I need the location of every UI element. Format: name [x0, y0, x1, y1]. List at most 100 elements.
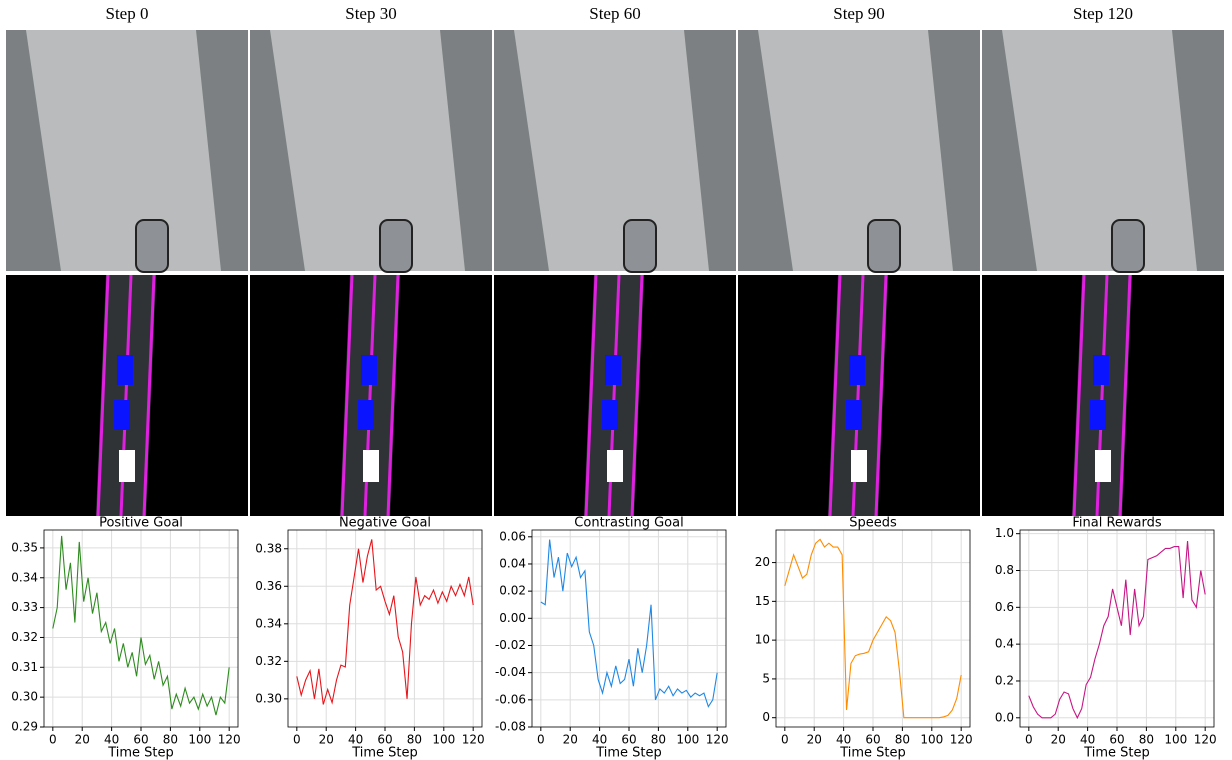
y-tick-label: 0.0 [995, 710, 1014, 724]
x-tick-label: 0 [781, 733, 789, 747]
bev-map [248, 273, 494, 518]
x-tick-label: 20 [1051, 733, 1066, 747]
bev-map [980, 273, 1226, 518]
x-axis-label: Time Step [351, 746, 418, 760]
data-line [540, 539, 718, 708]
x-tick-label: 60 [377, 733, 392, 747]
chart-title: Positive Goal [99, 516, 183, 531]
x-tick-label: 100 [676, 733, 699, 747]
x-tick-label: 60 [865, 733, 880, 747]
x-tick-label: 60 [1109, 733, 1124, 747]
column: Step 60 [492, 4, 738, 518]
camera-image [493, 29, 737, 273]
x-tick-label: 20 [75, 733, 90, 747]
x-tick-label: 0 [537, 733, 545, 747]
plot-frame [287, 529, 483, 728]
x-tick-label: 40 [348, 733, 363, 747]
camera-image [737, 29, 981, 273]
y-tick-label: 0.00 [499, 611, 526, 625]
y-tick-label: 0.30 [11, 690, 38, 704]
chart-title: Negative Goal [339, 516, 431, 531]
x-tick-label: 120 [462, 733, 485, 747]
column: Step 120 [980, 4, 1226, 518]
x-axis-label: Time Step [1083, 746, 1150, 760]
plot-frame [1019, 529, 1215, 728]
x-tick-label: 60 [133, 733, 148, 747]
x-tick-label: 20 [563, 733, 578, 747]
y-tick-label: 0.6 [995, 600, 1014, 614]
x-tick-label: 80 [895, 733, 910, 747]
y-tick-label: 0.4 [995, 637, 1014, 651]
x-tick-label: 20 [807, 733, 822, 747]
x-tick-label: 120 [706, 733, 729, 747]
y-tick-label: -0.08 [495, 720, 526, 734]
y-tick-label: 0.35 [11, 540, 38, 554]
y-tick-label: 0.04 [499, 556, 526, 570]
step-label: Step 120 [1073, 4, 1133, 23]
data-line [784, 538, 962, 719]
x-tick-label: 120 [950, 733, 973, 747]
x-axis-label: Time Step [595, 746, 662, 760]
data-line [1028, 541, 1206, 720]
y-tick-label: -0.02 [495, 638, 526, 652]
x-tick-label: 60 [621, 733, 636, 747]
x-tick-label: 80 [407, 733, 422, 747]
y-tick-label: 1.0 [995, 526, 1014, 540]
x-tick-label: 100 [1164, 733, 1187, 747]
camera-image [981, 29, 1225, 273]
camera-image [249, 29, 493, 273]
x-tick-label: 40 [592, 733, 607, 747]
y-tick-label: 0.34 [255, 616, 282, 630]
x-tick-label: 0 [1025, 733, 1033, 747]
step-label: Step 90 [833, 4, 884, 23]
y-tick-label: 0.34 [11, 570, 38, 584]
y-tick-label: -0.06 [495, 692, 526, 706]
chart-title: Speeds [849, 516, 897, 531]
y-tick-label: 0.06 [499, 529, 526, 543]
y-tick-label: 5 [762, 671, 770, 685]
y-tick-label: 10 [755, 633, 770, 647]
step-label: Step 30 [345, 4, 396, 23]
x-tick-label: 100 [432, 733, 455, 747]
x-tick-label: 80 [163, 733, 178, 747]
y-tick-label: 0.32 [11, 630, 38, 644]
bev-map [492, 273, 738, 518]
data-line [296, 539, 474, 705]
y-tick-label: 0.8 [995, 563, 1014, 577]
x-tick-label: 80 [651, 733, 666, 747]
x-axis-label: Time Step [107, 746, 174, 760]
y-tick-label: 0.30 [255, 691, 282, 705]
x-tick-label: 40 [1080, 733, 1095, 747]
y-tick-label: -0.04 [495, 665, 526, 679]
plot-frame [531, 529, 727, 728]
column: Step 30 [248, 4, 494, 518]
chart-title: Contrasting Goal [574, 516, 683, 531]
x-tick-label: 40 [104, 733, 119, 747]
y-tick-label: 0.29 [11, 720, 38, 734]
chart-title: Final Rewards [1072, 516, 1162, 531]
y-tick-label: 0.02 [499, 584, 526, 598]
y-tick-label: 0.2 [995, 673, 1014, 687]
x-tick-label: 120 [218, 733, 241, 747]
x-axis-label: Time Step [839, 746, 906, 760]
x-tick-label: 120 [1194, 733, 1217, 747]
y-tick-label: 20 [755, 555, 770, 569]
camera-image [5, 29, 249, 273]
step-label: Step 0 [106, 4, 149, 23]
y-tick-label: 15 [755, 594, 770, 608]
x-tick-label: 0 [49, 733, 57, 747]
y-tick-label: 0.32 [255, 654, 282, 668]
x-tick-label: 40 [836, 733, 851, 747]
y-tick-label: 0 [762, 710, 770, 724]
x-tick-label: 100 [920, 733, 943, 747]
y-tick-label: 0.36 [255, 579, 282, 593]
x-tick-label: 20 [319, 733, 334, 747]
x-tick-label: 0 [293, 733, 301, 747]
bev-map [736, 273, 982, 518]
column: Step 0 [4, 4, 250, 518]
data-line [52, 535, 230, 716]
plot-frame [775, 529, 971, 728]
bev-map [4, 273, 250, 518]
y-tick-label: 0.38 [255, 541, 282, 555]
